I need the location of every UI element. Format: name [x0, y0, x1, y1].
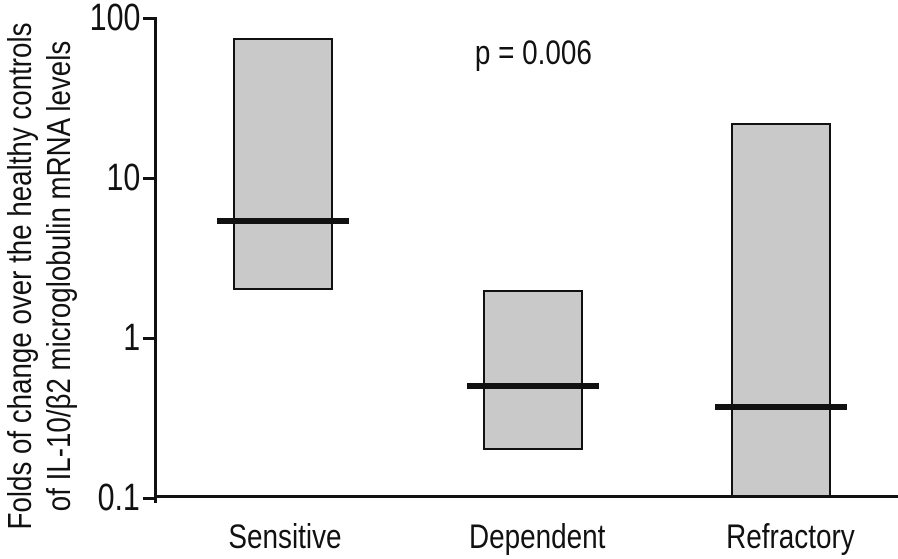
- y-tick-label: 100: [40, 0, 140, 38]
- category-label-text: Refractory: [725, 518, 855, 556]
- y-axis-title-line2: of IL-10/β2 microglobulin mRNA levels: [40, 40, 77, 512]
- box-sensitive: [233, 38, 333, 290]
- y-tick-label: 10: [40, 158, 140, 198]
- y-tick-label: 1: [40, 318, 140, 358]
- y-tick-mark: [143, 497, 157, 500]
- category-label-refractory: Refractory: [670, 518, 898, 556]
- p-value-annotation: p = 0.006: [383, 34, 683, 72]
- y-axis-line: [154, 17, 157, 503]
- p-value-text: p = 0.006: [474, 34, 592, 72]
- y-tick-mark: [143, 177, 157, 180]
- box-dependent: [483, 290, 583, 450]
- y-tick-label-text: 0.1: [97, 477, 140, 519]
- y-tick-mark: [143, 337, 157, 340]
- y-tick-label-text: 10: [106, 157, 140, 199]
- category-label-sensitive: Sensitive: [165, 518, 405, 556]
- median-line-sensitive: [217, 218, 349, 224]
- y-tick-label-text: 100: [89, 0, 140, 39]
- y-axis-title-line1: Folds of change over the healthy control…: [1, 22, 38, 530]
- x-axis-line: [154, 495, 898, 498]
- category-label-dependent: Dependent: [417, 518, 657, 556]
- category-label-text: Dependent: [468, 518, 606, 556]
- y-axis-title: Folds of change over the healthy control…: [0, 0, 80, 553]
- box-refractory: [731, 123, 831, 498]
- category-label-text: Sensitive: [228, 518, 342, 556]
- y-tick-label: 0.1: [40, 478, 140, 518]
- y-tick-mark: [143, 17, 157, 20]
- y-tick-label-text: 1: [123, 317, 140, 359]
- median-line-dependent: [467, 383, 599, 389]
- median-line-refractory: [715, 404, 847, 410]
